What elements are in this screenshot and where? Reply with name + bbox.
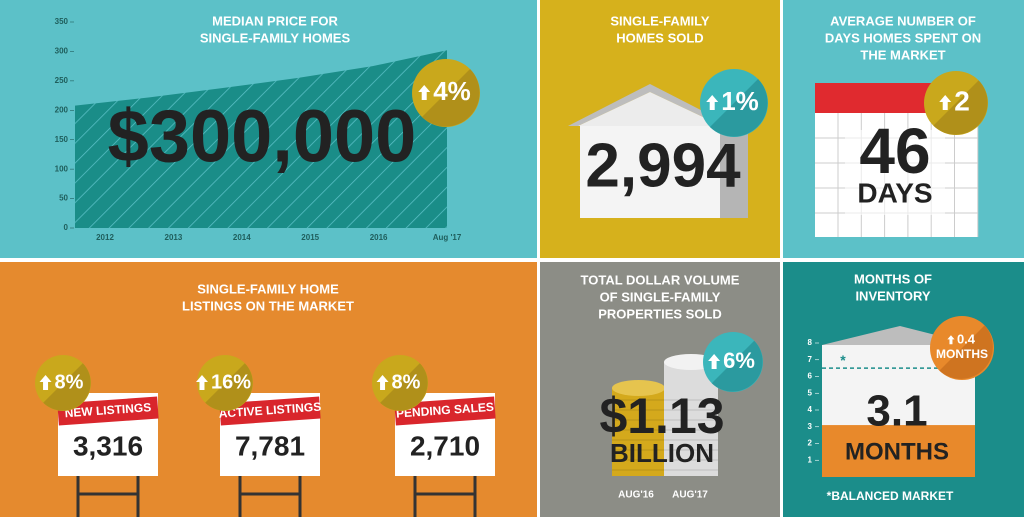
panel-title: SINGLE-FAMILY HOME — [197, 281, 339, 296]
big-number: $300,000 — [108, 95, 417, 178]
panel-title: OF SINGLE-FAMILY — [600, 289, 721, 304]
badge-shadow — [421, 68, 480, 127]
x-tick-label: 2014 — [233, 233, 251, 242]
up-arrow — [376, 375, 389, 390]
badge-text: 8% — [392, 371, 421, 393]
up-arrow — [195, 375, 208, 390]
x-tick-label: 2016 — [370, 233, 388, 242]
period-label: AUG'16 — [618, 490, 654, 501]
sign-banner — [219, 396, 321, 426]
y-tick-label: 300 — [55, 47, 69, 56]
big-number: $1.13 — [599, 388, 724, 444]
x-tick-label: Aug '17 — [433, 233, 462, 242]
up-arrow — [39, 375, 52, 390]
sign-banner — [57, 396, 159, 426]
coin-stack — [612, 388, 665, 476]
badge-text: 4% — [433, 76, 471, 106]
y-tick-label: 150 — [55, 135, 69, 144]
badge-text: 16% — [211, 371, 251, 393]
badge-text: 6% — [723, 348, 755, 373]
panel-title: AVERAGE NUMBER OF — [830, 13, 976, 28]
badge-shadow — [709, 78, 768, 137]
up-arrow — [418, 85, 431, 100]
panel-title: MEDIAN PRICE FOR — [212, 13, 338, 28]
panel-title: MONTHS OF — [854, 271, 932, 286]
sign-label: NEW LISTINGS — [64, 400, 151, 420]
up-arrow — [708, 354, 721, 369]
calendar-text-bg — [845, 130, 945, 215]
badge-shadow — [939, 325, 993, 379]
panel-title: SINGLE-FAMILY HOMES — [200, 30, 351, 45]
footnote: *BALANCED MARKET — [827, 489, 954, 503]
unit-label: MONTHS — [845, 438, 949, 465]
y-tick-label: 2 — [808, 439, 813, 448]
panel-title: THE MARKET — [860, 47, 945, 62]
badge-shadow — [380, 363, 428, 411]
coin-top — [612, 380, 665, 396]
y-tick-label: 4 — [808, 405, 813, 414]
y-tick-label: 6 — [808, 372, 813, 381]
x-tick-label: 2013 — [165, 233, 183, 242]
y-tick-label: 50 — [59, 194, 68, 203]
sign-label: PENDING SALES — [396, 400, 495, 421]
panel-title: PROPERTIES SOLD — [598, 306, 722, 321]
unit-label: BILLION — [610, 438, 714, 468]
y-tick-label: 8 — [808, 338, 813, 347]
badge-text: MONTHS — [936, 347, 988, 361]
panel-title: TOTAL DOLLAR VOLUME — [581, 272, 740, 287]
area — [75, 50, 447, 228]
house-roof-face — [578, 92, 722, 126]
y-tick-label: 3 — [808, 422, 813, 431]
listing-value: 3,316 — [73, 430, 143, 461]
house-body — [580, 126, 720, 218]
up-arrow — [939, 95, 952, 110]
big-number: 3.1 — [866, 387, 927, 436]
badge-text: 1% — [721, 86, 759, 116]
big-number: 2,994 — [585, 131, 741, 200]
y-tick-label: 1 — [808, 455, 813, 464]
up-arrow — [706, 95, 719, 110]
x-tick-label: 2015 — [301, 233, 319, 242]
listing-value: 2,710 — [410, 430, 480, 461]
badge-text: 8% — [55, 371, 84, 393]
unit-label: DAYS — [857, 177, 932, 208]
y-tick-label: 5 — [808, 388, 813, 397]
y-tick-label: 100 — [55, 164, 69, 173]
y-tick-label: 250 — [55, 76, 69, 85]
x-tick-label: 2012 — [96, 233, 114, 242]
reference-label: * — [840, 352, 846, 368]
badge-shadow — [933, 80, 988, 135]
y-tick-label: 350 — [55, 17, 69, 26]
badge-shadow — [205, 363, 253, 411]
big-number: 46 — [859, 115, 930, 187]
panel-title: INVENTORY — [855, 288, 930, 303]
period-label: AUG'17 — [672, 490, 708, 501]
panel-title: DAYS HOMES SPENT ON — [825, 30, 981, 45]
y-tick-label: 7 — [808, 355, 813, 364]
coin-stack — [664, 362, 718, 476]
house-side — [720, 126, 748, 218]
badge-text: 0.4 — [957, 331, 976, 346]
y-tick-label: 200 — [55, 105, 69, 114]
badge-text: 2 — [954, 85, 970, 116]
panel-title: LISTINGS ON THE MARKET — [182, 298, 354, 313]
sign-banner — [394, 396, 496, 426]
bar — [822, 425, 975, 477]
panel-title: HOMES SOLD — [616, 30, 703, 45]
up-arrow — [947, 335, 955, 345]
panel-title: SINGLE-FAMILY — [610, 13, 710, 28]
listing-value: 7,781 — [235, 430, 305, 461]
y-tick-label: 0 — [64, 223, 69, 232]
badge-shadow — [711, 340, 763, 392]
badge-shadow — [43, 363, 91, 411]
